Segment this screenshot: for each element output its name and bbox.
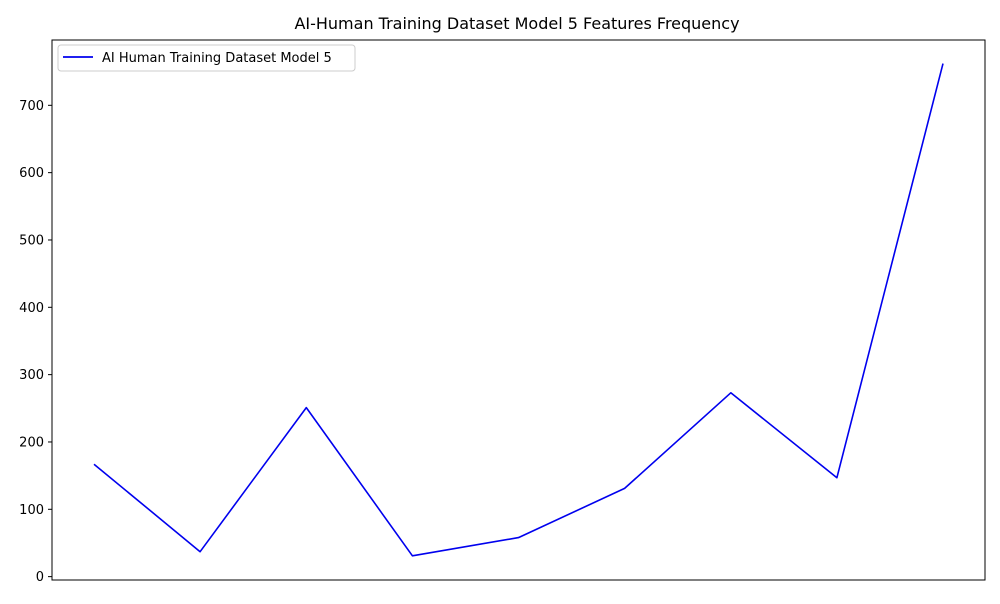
y-tick-label: 700	[19, 99, 44, 114]
series-line-0	[93, 63, 944, 557]
y-tick-label: 200	[19, 435, 44, 450]
legend: AI Human Training Dataset Model 5	[57, 44, 356, 72]
chart-title: AI-Human Training Dataset Model 5 Featur…	[294, 14, 739, 33]
legend-box	[57, 44, 356, 72]
data-layer	[93, 63, 944, 557]
y-tick-label: 400	[19, 301, 44, 316]
y-tick-label: 0	[36, 570, 44, 585]
plot-frame	[51, 39, 986, 581]
legend-label: AI Human Training Dataset Model 5	[102, 51, 332, 66]
y-tick-label: 300	[19, 368, 44, 383]
y-axis: 0 100 200 300 400 500 600 700	[19, 99, 52, 585]
y-tick-label: 500	[19, 233, 44, 248]
y-tick-label: 600	[19, 166, 44, 181]
y-tick-label: 100	[19, 503, 44, 518]
